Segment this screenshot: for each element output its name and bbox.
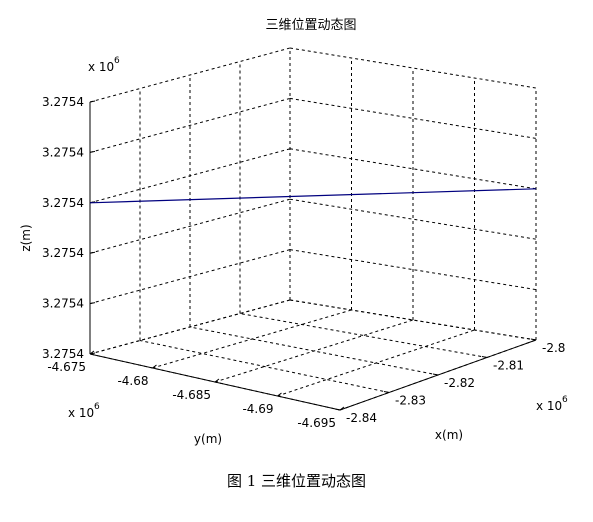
x-tick-mark xyxy=(481,356,488,358)
x-tick-mark xyxy=(334,408,341,411)
x-tick-label: -2.83 xyxy=(395,394,426,408)
z-tick-mark xyxy=(89,302,96,305)
floor-grid-line xyxy=(239,313,488,358)
x-tick-label: -2.84 xyxy=(346,411,377,425)
z-tick-mark xyxy=(89,100,96,103)
chart-title: 三维位置动态图 xyxy=(265,18,356,33)
y-tick-label: -4.675 xyxy=(47,360,86,374)
x-tick-mark xyxy=(530,338,537,341)
svg-text:x 10: x 10 xyxy=(536,399,562,413)
x-axis-label: x(m) xyxy=(435,428,463,442)
floor-grid-line xyxy=(189,326,439,376)
y-tick-mark xyxy=(214,378,220,383)
x-tick-labels: -2.84 -2.83 -2.82 -2.81 -2.8 xyxy=(346,341,565,425)
z-multiplier: x 10 6 xyxy=(88,56,120,74)
y-tick-label: -4.685 xyxy=(172,388,211,402)
y-tick-label: -4.695 xyxy=(297,416,336,430)
data-layer xyxy=(89,188,537,204)
x-tick-label: -2.81 xyxy=(493,359,524,373)
z-tick-mark xyxy=(89,150,96,153)
figure-caption: 图 1 三维位置动态图 xyxy=(226,472,367,490)
y-tick-mark xyxy=(89,350,95,355)
floor-grid-line xyxy=(139,340,390,393)
y-tick-mark xyxy=(277,392,282,397)
y-multiplier: x 10 6 xyxy=(68,402,100,420)
x-tick-mark xyxy=(383,391,390,393)
y-axis-label: y(m) xyxy=(194,432,222,446)
wall-grid-horizontal xyxy=(89,148,291,204)
z-tick-label: 3.2754 xyxy=(42,297,84,311)
svg-text:6: 6 xyxy=(94,402,100,412)
svg-text:6: 6 xyxy=(562,395,568,405)
x-tick-mark xyxy=(432,373,439,376)
z-tick-label: 3.2754 xyxy=(42,347,84,361)
z-tick-labels: 3.2754 3.2754 3.2754 3.2754 3.2754 3.2754 xyxy=(42,95,84,361)
wall-grid-horizontal xyxy=(89,198,291,254)
y-tick-mark xyxy=(152,364,157,369)
svg-text:6: 6 xyxy=(114,56,120,66)
x-multiplier: x 10 6 xyxy=(536,395,568,413)
z-tick-label: 3.2754 xyxy=(42,246,84,260)
wall-grid-horizontal xyxy=(89,299,291,355)
z-tick-mark xyxy=(89,251,96,254)
floor-grid-line xyxy=(152,309,352,369)
floor-grid-line xyxy=(277,329,475,397)
grid-lines xyxy=(89,47,537,411)
wall-grid-horizontal xyxy=(89,249,291,305)
svg-text:x 10: x 10 xyxy=(68,406,94,420)
wall-grid-horizontal xyxy=(89,97,291,153)
z-tick-label: 3.2754 xyxy=(42,196,84,210)
y-tick-mark xyxy=(339,406,345,411)
x-tick-label: -2.8 xyxy=(542,341,565,355)
y-tick-label: -4.68 xyxy=(117,374,148,388)
svg-text:x 10: x 10 xyxy=(88,60,114,74)
axis-lines xyxy=(89,100,537,411)
x-tick-label: -2.82 xyxy=(444,376,475,390)
z-tick-label: 3.2754 xyxy=(42,95,84,109)
z-axis-label: z(m) xyxy=(19,224,33,251)
wall-grid-horizontal xyxy=(89,47,291,103)
z-tick-label: 3.2754 xyxy=(42,145,84,159)
y-tick-label: -4.69 xyxy=(242,402,273,416)
y-tick-labels: -4.675 -4.68 -4.685 -4.69 -4.695 xyxy=(47,360,336,430)
series-line xyxy=(89,188,537,204)
